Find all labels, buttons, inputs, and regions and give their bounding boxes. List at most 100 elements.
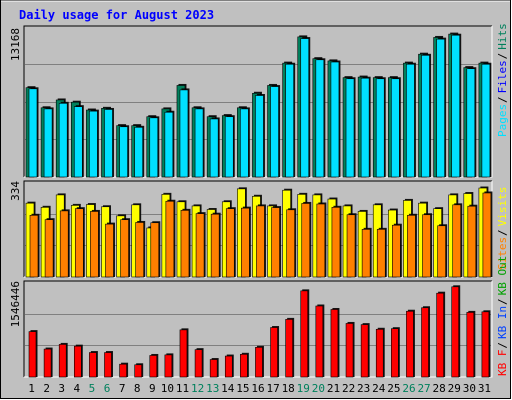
x-label-day-13: 13	[206, 382, 219, 395]
x-label-day-18: 18	[282, 382, 295, 395]
x-label-day-27: 27	[417, 382, 430, 395]
sites-bar-day-5	[90, 209, 100, 278]
pages-bar-day-21	[330, 60, 341, 178]
hits-panel-legend-sep: /	[496, 96, 509, 103]
pages-bar-day-29	[451, 33, 462, 178]
hits-panel-legend-files: Files	[496, 60, 509, 93]
pages-bar-day-25	[391, 77, 401, 178]
kbytes-bar-day-24	[375, 327, 385, 378]
kbytes-bar-day-15	[240, 352, 249, 378]
visits-panel-legend-sep: /	[496, 229, 509, 236]
x-label-day-8: 8	[134, 382, 141, 395]
kbytes-bar-day-1	[28, 330, 38, 378]
x-label-day-16: 16	[251, 382, 264, 395]
pages-bar-day-13	[209, 117, 220, 178]
kbytes-bar-day-20	[315, 304, 325, 378]
x-label-day-17: 17	[266, 382, 279, 395]
visits-ymax-label: 334	[9, 181, 22, 201]
kbytes-bar-day-13	[209, 358, 219, 378]
x-label-day-4: 4	[74, 382, 81, 395]
sites-bar-day-26	[407, 213, 417, 278]
sites-bar-day-22	[346, 213, 357, 278]
sites-bar-day-20	[316, 202, 327, 278]
kbytes-bar-day-5	[89, 351, 98, 378]
pages-bar-day-10	[164, 110, 175, 178]
kbytes-bar-day-6	[104, 351, 113, 378]
panel-border-dark	[23, 280, 492, 377]
x-label-day-12: 12	[191, 382, 204, 395]
sites-bar-day-24	[376, 227, 387, 278]
kbytes-bar-day-27	[421, 306, 431, 378]
sites-bar-day-28	[437, 224, 448, 278]
visits-panel-legend-visits: Visits	[496, 187, 509, 227]
sites-bar-day-30	[467, 204, 478, 278]
pages-bar-day-16	[255, 94, 265, 178]
sites-bar-day-25	[392, 223, 402, 278]
pages-bar-day-26	[406, 62, 416, 178]
sites-bar-day-8	[135, 220, 146, 278]
kbytes-bar-day-23	[360, 323, 370, 378]
sites-bar-day-17	[271, 206, 282, 278]
x-label-day-29: 29	[448, 382, 461, 395]
sites-bar-day-29	[452, 203, 463, 278]
kbytes-bar-day-3	[58, 342, 68, 378]
pages-bar-day-23	[360, 76, 371, 178]
x-label-day-28: 28	[433, 382, 446, 395]
kbytes-bar-day-22	[345, 321, 355, 378]
x-label-day-24: 24	[372, 382, 386, 395]
panel-border-dark	[23, 25, 492, 177]
pages-bar-day-1	[28, 87, 39, 178]
sites-bar-day-3	[59, 209, 70, 278]
kbytes-bar-day-19	[300, 289, 310, 378]
hits-ymax-label: 13168	[9, 28, 22, 61]
pages-bar-day-30	[466, 67, 477, 178]
sites-bar-day-18	[286, 208, 297, 278]
sites-bar-day-4	[74, 207, 85, 278]
pages-bar-day-9	[149, 116, 160, 178]
kbytes-bar-day-28	[436, 291, 446, 378]
chart-title: Daily usage for August 2023	[19, 8, 214, 22]
kbytes-bar-day-25	[391, 327, 400, 378]
x-label-day-14: 14	[221, 382, 235, 395]
kbytes-bar-day-11	[179, 328, 189, 378]
pages-bar-day-14	[224, 115, 235, 178]
x-label-day-15: 15	[236, 382, 249, 395]
x-label-day-6: 6	[104, 382, 111, 395]
kbytes-bar-day-12	[194, 348, 204, 378]
pages-bar-day-4	[73, 105, 84, 178]
sites-bar-day-11	[180, 208, 191, 278]
x-label-day-1: 1	[28, 382, 35, 395]
kbytes-bar-day-2	[43, 347, 53, 378]
pages-bar-day-12	[194, 107, 205, 178]
pages-bar-day-2	[43, 107, 54, 178]
sites-bar-day-13	[210, 212, 221, 278]
x-label-day-26: 26	[402, 382, 415, 395]
x-label-day-19: 19	[297, 382, 310, 395]
x-label-day-25: 25	[387, 382, 400, 395]
sites-bar-day-19	[301, 201, 312, 278]
pages-bar-day-17	[270, 85, 281, 178]
kbytes-bar-day-8	[134, 363, 144, 378]
kbytes-bar-day-21	[330, 307, 340, 378]
pages-bar-day-31	[481, 62, 492, 178]
pages-bar-day-15	[240, 107, 250, 178]
sites-bar-day-27	[422, 213, 433, 278]
kbytes-bar-day-29	[451, 285, 461, 378]
kbytes-bar-day-4	[73, 344, 83, 378]
hits-panel-legend-sep: /	[496, 53, 509, 60]
kbytes-panel-legend-sep: /	[496, 342, 509, 349]
hits-panel-legend-hits: Hits	[496, 23, 509, 50]
kbytes-bar-day-31	[481, 310, 491, 378]
sites-bar-day-12	[195, 212, 206, 278]
kbytes-bar-day-9	[149, 353, 159, 378]
x-label-day-10: 10	[161, 382, 174, 395]
kbytes-panel-legend-sep: /	[496, 298, 509, 305]
kbytes-bar-day-18	[285, 317, 295, 378]
kbytes-bar-day-10	[164, 353, 174, 378]
sites-bar-day-14	[225, 207, 236, 278]
pages-bar-day-6	[104, 107, 114, 178]
kbytes-panel-legend-kbf: KB F	[496, 350, 509, 377]
